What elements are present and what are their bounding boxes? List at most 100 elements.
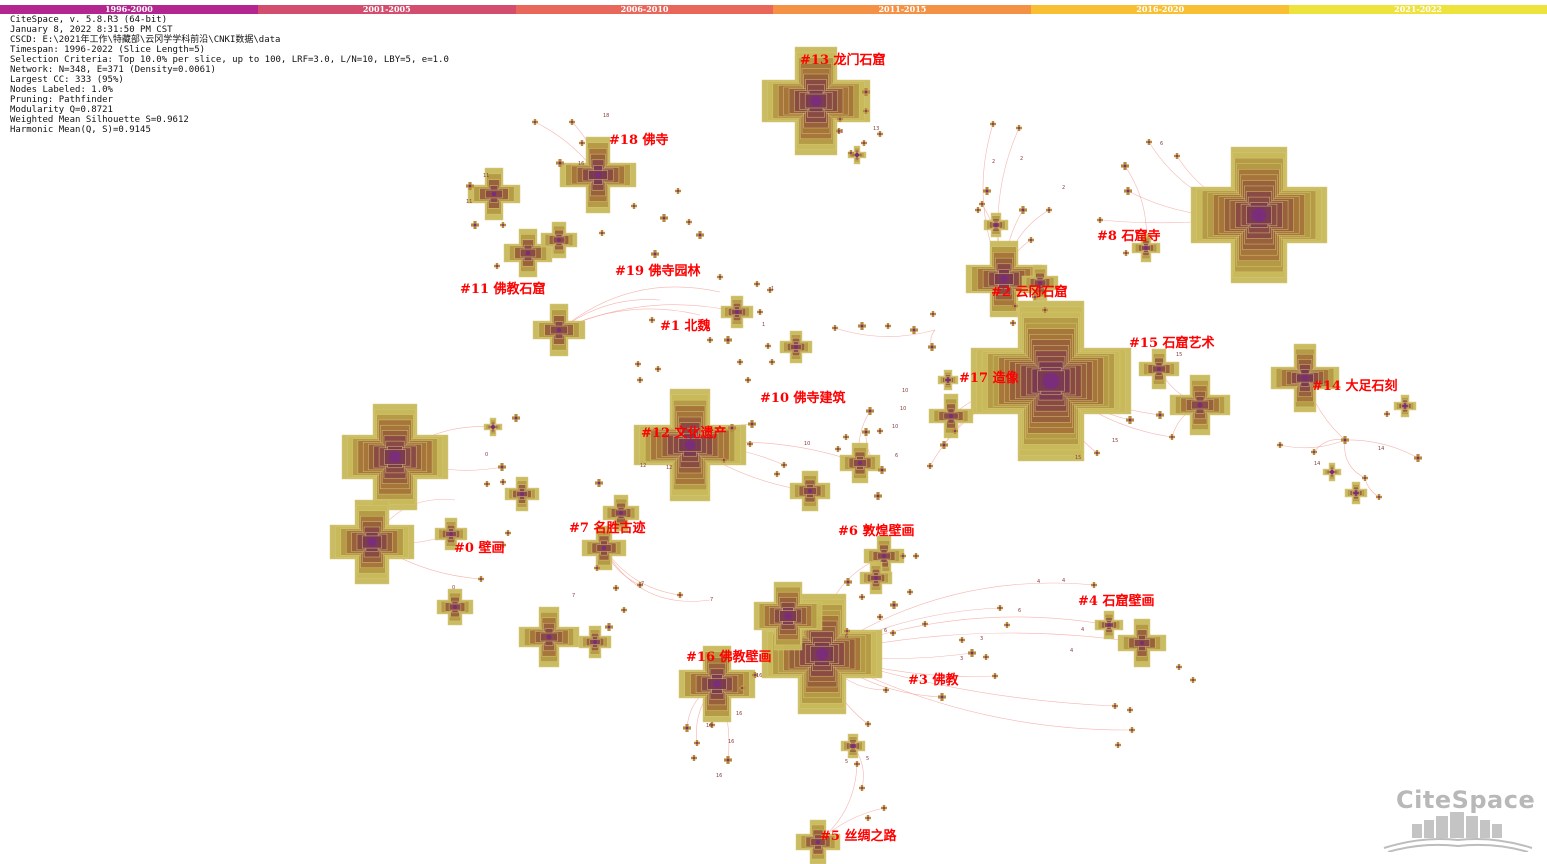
cluster-label: #0 壁画 — [454, 540, 504, 556]
logo-text: CiteSpace — [1396, 786, 1536, 814]
node-core — [693, 757, 695, 759]
cluster-node — [504, 476, 540, 512]
small-node — [1121, 162, 1129, 170]
small-node — [651, 250, 659, 258]
small-node — [579, 140, 585, 146]
node-core — [1176, 155, 1178, 157]
cluster-node — [503, 228, 553, 278]
cluster-label: #13 龙门石窟 — [800, 52, 886, 68]
cluster-node — [578, 625, 612, 659]
node-core — [557, 238, 561, 242]
small-node — [1016, 125, 1022, 131]
node-core — [880, 468, 884, 472]
small-node — [767, 287, 773, 293]
small-node — [1376, 494, 1382, 500]
node-number-label: 15 — [1075, 455, 1081, 461]
node-core — [769, 289, 771, 291]
small-node — [707, 337, 713, 343]
small-node — [885, 323, 891, 329]
node-core — [546, 634, 552, 640]
node-number-label: 10 — [804, 441, 810, 447]
node-core — [677, 190, 679, 192]
node-core — [864, 90, 868, 94]
small-node — [1190, 677, 1196, 683]
node-core — [491, 425, 495, 429]
node-number-label: 15 — [1112, 438, 1118, 444]
small-node — [900, 553, 906, 559]
node-core — [615, 587, 617, 589]
small-node — [484, 481, 490, 487]
cluster-node — [467, 167, 521, 221]
node-core — [1012, 322, 1014, 324]
node-core — [662, 216, 666, 220]
node-core — [985, 656, 987, 658]
cluster-node — [983, 212, 1009, 238]
node-core — [767, 345, 769, 347]
cluster-node — [1131, 233, 1161, 263]
node-core — [1042, 372, 1060, 390]
node-core — [846, 580, 850, 584]
small-node — [1004, 622, 1010, 628]
node-core — [860, 324, 864, 328]
small-node — [874, 492, 882, 500]
small-node — [983, 654, 989, 660]
small-node — [1174, 153, 1180, 159]
small-node — [1277, 442, 1283, 448]
small-node — [660, 214, 668, 222]
small-node — [466, 182, 474, 190]
cluster-label: #17 造像 — [959, 370, 1020, 386]
small-node — [997, 605, 1003, 611]
node-number-label: 6 — [895, 453, 898, 459]
small-node — [1176, 664, 1182, 670]
small-node — [1097, 217, 1103, 223]
node-core — [816, 840, 820, 844]
node-number-label: 11 — [483, 173, 489, 179]
node-core — [861, 596, 863, 598]
small-node — [983, 187, 991, 195]
node-core — [839, 118, 841, 120]
node-core — [892, 603, 896, 607]
node-core — [601, 232, 603, 234]
small-node — [907, 589, 913, 595]
node-core — [602, 546, 606, 550]
small-node — [968, 649, 976, 657]
node-core — [623, 609, 625, 611]
summary-line: Harmonic Mean(Q, S)=0.9145 — [10, 125, 151, 135]
cluster-node — [970, 300, 1132, 462]
cluster-node — [720, 295, 754, 329]
small-node — [883, 687, 889, 693]
summary-line: Pruning: Pathfinder — [10, 95, 113, 105]
small-node — [990, 121, 996, 127]
small-node — [854, 761, 860, 767]
time-slice: 2021-2022 — [1289, 5, 1547, 14]
node-core — [1197, 402, 1203, 408]
node-core — [558, 161, 562, 165]
small-node — [848, 150, 854, 156]
cluster-node — [859, 561, 893, 595]
network-edge — [1313, 439, 1346, 453]
cluster-label: #5 丝绸之路 — [820, 828, 897, 844]
small-node — [631, 203, 637, 209]
small-node — [595, 479, 603, 487]
cluster-node — [1094, 610, 1124, 640]
cluster-label: #8 石窟寺 — [1097, 228, 1160, 244]
node-core — [932, 313, 934, 315]
cluster-node — [1270, 343, 1340, 413]
small-node — [1169, 434, 1175, 440]
node-core — [1123, 164, 1127, 168]
node-core — [816, 648, 828, 660]
node-core — [867, 527, 869, 529]
small-node — [745, 377, 751, 383]
node-core — [876, 494, 880, 498]
small-node — [1010, 320, 1016, 326]
node-core — [846, 630, 848, 632]
node-core — [845, 436, 847, 438]
node-core — [929, 465, 931, 467]
cluster-node — [753, 581, 823, 651]
small-node — [836, 128, 842, 134]
node-core — [924, 623, 926, 625]
logo-building-icon — [1383, 812, 1533, 852]
small-node — [952, 428, 958, 434]
summary-line: Largest CC: 333 (95%) — [10, 75, 124, 85]
node-core — [930, 345, 934, 349]
